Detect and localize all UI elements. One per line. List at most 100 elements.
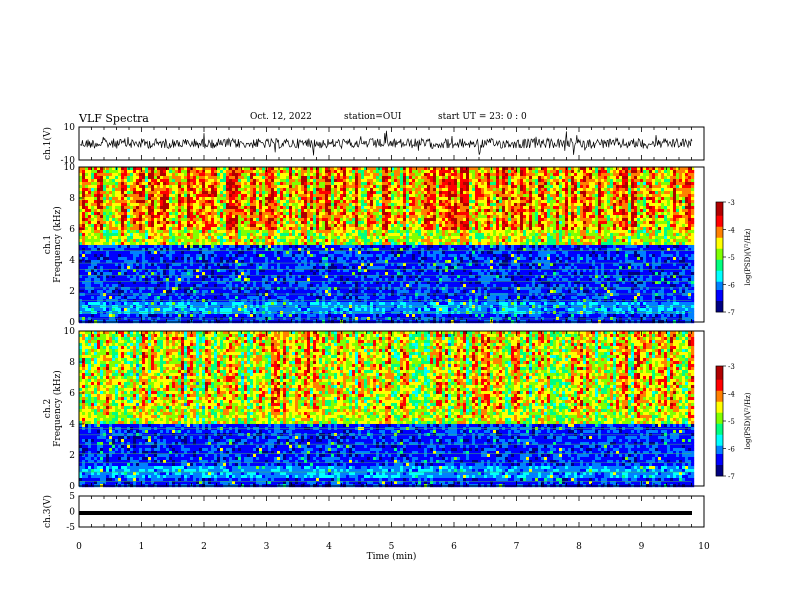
spectrogram-cell <box>322 299 326 303</box>
spectrogram-cell <box>352 263 356 267</box>
spectrogram-cell <box>199 197 203 201</box>
spectrogram-cell <box>286 293 290 297</box>
spectrogram-cell <box>142 293 146 297</box>
spectrogram-cell <box>313 197 317 201</box>
spectrogram-cell <box>100 176 104 180</box>
spectrogram-cell <box>262 242 266 246</box>
spectrogram-cell <box>211 191 215 195</box>
spectrogram-cell <box>85 284 89 288</box>
spectrogram-cell <box>238 227 242 231</box>
spectrogram-cell <box>142 266 146 270</box>
spectrogram-cell <box>145 212 149 216</box>
spectrogram-cell <box>88 188 92 192</box>
spectrogram-cell <box>127 269 131 273</box>
spectrogram-cell <box>97 182 101 186</box>
spectrogram-cell <box>106 209 110 213</box>
spectrogram-cell <box>313 227 317 231</box>
spectrogram-cell <box>322 188 326 192</box>
spectrogram-cell <box>151 263 155 267</box>
spectrogram-cell <box>121 254 125 258</box>
spectrogram-cell <box>352 257 356 261</box>
spectrogram-cell <box>166 236 170 240</box>
spectrogram-cell <box>229 230 233 234</box>
spectrogram-cell <box>214 284 218 288</box>
spectrogram-cell <box>202 221 206 225</box>
spectrogram-cell <box>187 284 191 288</box>
spectrogram-cell <box>325 224 329 228</box>
spectrogram-cell <box>220 254 224 258</box>
spectrogram-cell <box>193 299 197 303</box>
spectrogram-cell <box>124 302 128 306</box>
spectrogram-cell <box>226 188 230 192</box>
spectrogram-cell <box>139 302 143 306</box>
spectrogram-cell <box>118 194 122 198</box>
spectrogram-cell <box>109 284 113 288</box>
spectrogram-cell <box>160 302 164 306</box>
spectrogram-cell <box>172 212 176 216</box>
spectrogram-cell <box>166 203 170 207</box>
spectrogram-cell <box>229 308 233 312</box>
spectrogram-cell <box>343 293 347 297</box>
spectrogram-cell <box>238 245 242 249</box>
spectrogram-cell <box>298 227 302 231</box>
spectrogram-cell <box>127 203 131 207</box>
spectrogram-cell <box>232 251 236 255</box>
spectrogram-cell <box>82 263 86 267</box>
spectrogram-cell <box>205 182 209 186</box>
spectrogram-cell <box>355 194 359 198</box>
spectrogram-cell <box>259 266 263 270</box>
spectrogram-cell <box>226 296 230 300</box>
spectrogram-cell <box>187 314 191 318</box>
spectrogram-cell <box>280 176 284 180</box>
spectrogram-cell <box>247 284 251 288</box>
spectrogram-cell <box>355 251 359 255</box>
spectrogram-cell <box>298 296 302 300</box>
spectrogram-cell <box>289 284 293 288</box>
spectrogram-cell <box>199 218 203 222</box>
spectrogram-cell <box>112 224 116 228</box>
spectrogram-cell <box>112 248 116 252</box>
spectrogram-cell <box>175 254 179 258</box>
spectrogram-cell <box>310 197 314 201</box>
spectrogram-cell <box>211 257 215 261</box>
spectrogram-cell <box>307 179 311 183</box>
spectrogram-cell <box>247 266 251 270</box>
spectrogram-cell <box>262 185 266 189</box>
spectrogram-cell <box>178 251 182 255</box>
spectrogram-cell <box>154 227 158 231</box>
spectrogram-cell <box>250 290 254 294</box>
spectrogram-cell <box>82 296 86 300</box>
spectrogram-cell <box>115 263 119 267</box>
spectrogram-cell <box>124 188 128 192</box>
spectrogram-cell <box>274 197 278 201</box>
spectrogram-cell <box>325 284 329 288</box>
spectrogram-cell <box>217 218 221 222</box>
spectrogram-cell <box>211 206 215 210</box>
spectrogram-cell <box>175 272 179 276</box>
spectrogram-cell <box>133 293 137 297</box>
spectrogram-cell <box>187 236 191 240</box>
spectrogram-cell <box>175 227 179 231</box>
spectrogram-cell <box>100 230 104 234</box>
spectrogram-cell <box>172 206 176 210</box>
spectrogram-cell <box>199 290 203 294</box>
spectrogram-cell <box>343 308 347 312</box>
spectrogram-cell <box>97 227 101 231</box>
spectrogram-cell <box>163 314 167 318</box>
spectrogram-cell <box>289 314 293 318</box>
spectrogram-cell <box>115 299 119 303</box>
spectrogram-cell <box>133 188 137 192</box>
spectrogram-cell <box>289 209 293 213</box>
spectrogram-cell <box>229 224 233 228</box>
spectrogram-cell <box>193 287 197 291</box>
spectrogram-cell <box>316 176 320 180</box>
spectrogram-cell <box>118 284 122 288</box>
spectrogram-cell <box>196 266 200 270</box>
spectrogram-cell <box>289 293 293 297</box>
spectrogram-cell <box>262 188 266 192</box>
spectrogram-cell <box>124 185 128 189</box>
spectrogram-cell <box>325 203 329 207</box>
spectrogram-cell <box>118 281 122 285</box>
spectrogram-cell <box>148 281 152 285</box>
spectrogram-cell <box>247 278 251 282</box>
